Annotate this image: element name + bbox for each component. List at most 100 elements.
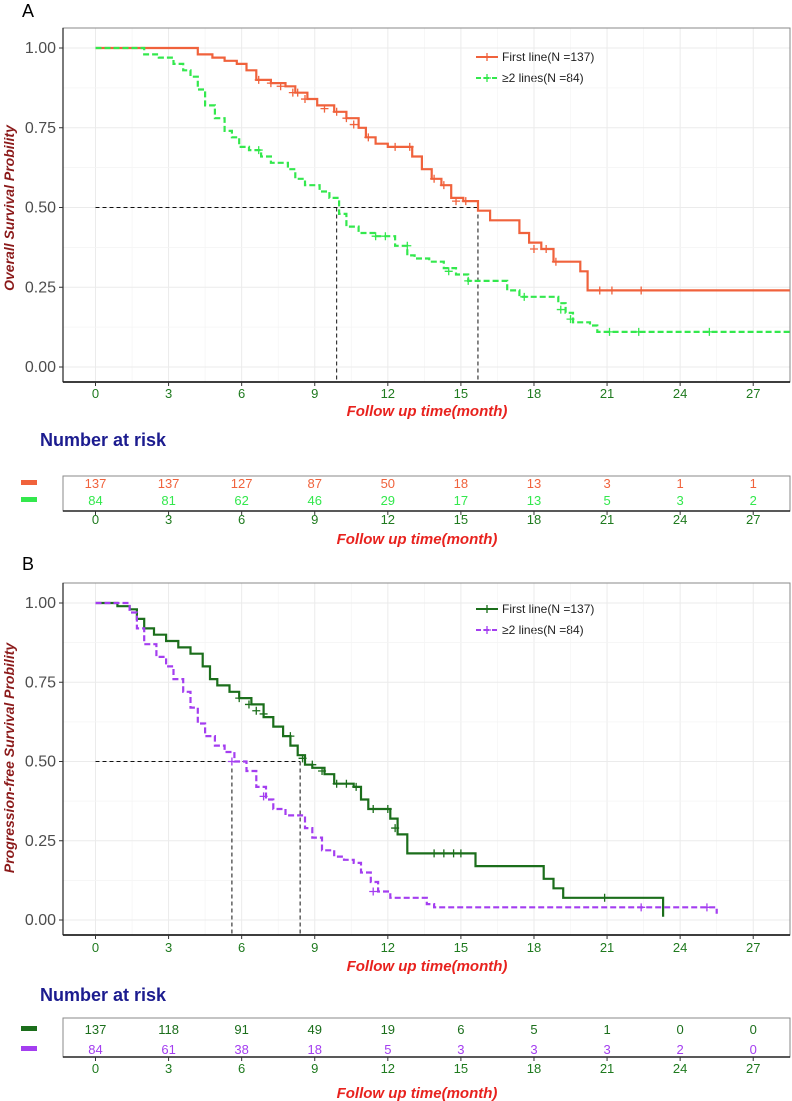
y-tick-label-a-4: 1.00 (25, 40, 56, 57)
legend-key-cross-a-0 (483, 53, 491, 61)
x-tick-label-a-5: 15 (454, 386, 468, 401)
panel-label-a: A (22, 1, 34, 21)
risk-x-tick-label-b-0: 0 (92, 1061, 99, 1076)
risk-count-b-1-1: 61 (161, 1042, 175, 1057)
risk-row-key-b-0 (21, 1026, 37, 1031)
censor-mark-b-0-10 (352, 782, 361, 791)
risk-count-b-1-9: 0 (750, 1042, 757, 1057)
risk-x-tick-label-b-3: 9 (311, 1061, 318, 1076)
censor-mark-a-1-8 (566, 315, 575, 324)
legend-key-cross-a-1 (483, 74, 491, 82)
censor-mark-a-0-15 (452, 197, 461, 206)
censor-mark-b-0-18 (600, 893, 609, 902)
risk-count-b-0-7: 1 (603, 1022, 610, 1037)
censor-mark-a-0-11 (391, 142, 400, 151)
risk-x-tick-label-a-1: 3 (165, 512, 172, 527)
risk-x-tick-label-a-8: 24 (673, 512, 687, 527)
censor-mark-b-0-16 (449, 849, 458, 858)
x-tick-label-b-0: 0 (92, 940, 99, 955)
y-tick-label-a-2: 0.50 (25, 200, 56, 217)
risk-count-a-1-4: 29 (381, 493, 395, 508)
risk-count-a-1-8: 3 (677, 493, 684, 508)
censor-mark-a-1-7 (556, 305, 565, 314)
risk-row-key-a-0 (21, 480, 37, 485)
panel-label-b: B (22, 554, 34, 574)
censor-mark-b-1-2 (369, 887, 378, 896)
risk-table-xlabel-b: Follow up time(month) (337, 1085, 498, 1101)
x-tick-label-b-2: 6 (238, 940, 245, 955)
y-tick-label-b-4: 1.00 (25, 595, 56, 612)
y-tick-label-a-0: 0.00 (25, 359, 56, 376)
risk-table-xlabel-a: Follow up time(month) (337, 531, 498, 548)
censor-mark-a-0-4 (293, 88, 302, 97)
risk-count-a-1-3: 46 (308, 493, 322, 508)
censor-mark-b-0-0 (235, 694, 244, 703)
censor-mark-a-0-0 (254, 75, 263, 84)
risk-count-b-0-6: 5 (530, 1022, 537, 1037)
censor-mark-b-0-17 (456, 849, 465, 858)
censor-mark-b-0-13 (391, 824, 400, 833)
x-tick-label-a-9: 27 (746, 386, 760, 401)
risk-count-b-0-4: 19 (381, 1022, 395, 1037)
risk-x-tick-label-b-5: 15 (454, 1061, 468, 1076)
risk-count-a-0-2: 127 (231, 476, 253, 491)
risk-count-a-0-9: 1 (750, 476, 757, 491)
risk-count-b-0-2: 91 (234, 1022, 248, 1037)
risk-x-tick-label-b-7: 21 (600, 1061, 614, 1076)
censor-mark-a-0-14 (439, 181, 448, 190)
risk-count-b-1-2: 38 (234, 1042, 248, 1057)
risk-count-a-0-1: 137 (158, 476, 180, 491)
censor-mark-b-0-8 (332, 779, 341, 788)
x-axis-title-a: Follow up time(month) (347, 403, 508, 420)
risk-count-a-0-5: 18 (454, 476, 468, 491)
censor-mark-b-0-2 (252, 706, 261, 715)
legend-label-a-1: ≥2 lines(N =84) (502, 71, 584, 85)
x-tick-label-a-1: 3 (165, 386, 172, 401)
risk-x-tick-label-a-3: 9 (311, 512, 318, 527)
risk-x-tick-label-a-0: 0 (92, 512, 99, 527)
x-tick-label-b-7: 21 (600, 940, 614, 955)
risk-count-a-0-4: 50 (381, 476, 395, 491)
risk-x-tick-label-b-1: 3 (165, 1061, 172, 1076)
x-tick-label-b-4: 12 (381, 940, 395, 955)
censor-mark-b-1-1 (259, 792, 268, 801)
risk-x-tick-label-a-9: 27 (746, 512, 760, 527)
censor-mark-a-0-5 (300, 95, 309, 104)
censor-mark-a-0-20 (595, 286, 604, 295)
risk-count-b-0-5: 6 (457, 1022, 464, 1037)
censor-mark-b-0-12 (383, 805, 392, 814)
y-tick-label-b-0: 0.00 (25, 912, 56, 929)
censor-mark-b-0-3 (259, 709, 268, 718)
censor-mark-a-0-6 (320, 104, 329, 113)
censor-mark-b-1-0 (227, 757, 236, 766)
censor-mark-b-0-15 (439, 849, 448, 858)
x-tick-label-b-8: 24 (673, 940, 687, 955)
risk-count-a-0-3: 87 (308, 476, 322, 491)
x-tick-label-a-4: 12 (381, 386, 395, 401)
legend-label-b-0: First line(N =137) (502, 602, 594, 616)
legend-label-a-0: First line(N =137) (502, 50, 594, 64)
censor-mark-b-0-9 (342, 779, 351, 788)
risk-count-a-1-1: 81 (161, 493, 175, 508)
censor-mark-a-0-21 (607, 286, 616, 295)
legend-key-cross-b-1 (483, 626, 491, 634)
risk-count-b-0-1: 118 (158, 1022, 179, 1037)
risk-x-tick-label-b-2: 6 (238, 1061, 245, 1076)
risk-x-tick-label-b-9: 27 (746, 1061, 760, 1076)
censor-mark-b-0-14 (430, 849, 439, 858)
censor-mark-b-0-11 (369, 805, 378, 814)
x-tick-label-a-8: 24 (673, 386, 687, 401)
censor-mark-a-1-11 (705, 327, 714, 336)
y-axis-title-a: Overall Survival Probility (1, 124, 17, 291)
censor-mark-a-1-1 (371, 232, 380, 241)
x-tick-label-b-3: 9 (311, 940, 318, 955)
x-axis-title-b: Follow up time(month) (347, 958, 508, 975)
x-tick-label-a-2: 6 (238, 386, 245, 401)
censor-mark-a-0-19 (551, 257, 560, 266)
y-tick-label-a-3: 0.75 (25, 120, 56, 137)
censor-mark-a-0-2 (276, 82, 285, 91)
risk-row-key-b-1 (21, 1046, 37, 1051)
risk-count-a-1-6: 13 (527, 493, 541, 508)
